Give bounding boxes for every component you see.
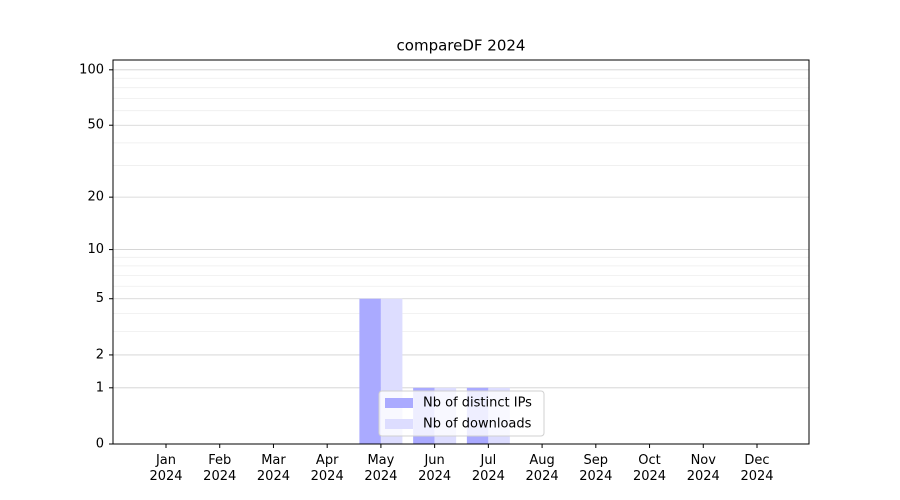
x-tick-label: Sep 2024 bbox=[579, 453, 613, 484]
chart-title: compareDF 2024 bbox=[397, 37, 526, 55]
x-tick-label: May 2024 bbox=[364, 453, 398, 484]
legend-swatch bbox=[385, 398, 413, 408]
x-tick-label: Aug 2024 bbox=[525, 453, 559, 484]
x-tick-label: Jul 2024 bbox=[471, 453, 505, 484]
y-tick-label: 0 bbox=[96, 437, 104, 452]
y-tick-label: 5 bbox=[96, 291, 104, 306]
x-tick-label: Oct 2024 bbox=[632, 453, 667, 484]
y-tick-label: 20 bbox=[87, 190, 104, 205]
x-tick-label: Nov 2024 bbox=[686, 453, 720, 484]
x-tick-label: Feb 2024 bbox=[203, 453, 237, 484]
legend-swatch bbox=[385, 419, 413, 429]
x-tick-label: Dec 2024 bbox=[740, 453, 774, 484]
y-tick-label: 50 bbox=[87, 118, 104, 133]
x-tick-label: Apr 2024 bbox=[310, 453, 344, 484]
y-tick-label: 2 bbox=[96, 347, 104, 362]
legend-label: Nb of distinct IPs bbox=[423, 396, 532, 411]
legend-label: Nb of downloads bbox=[423, 417, 532, 432]
legend-box bbox=[378, 390, 545, 437]
x-tick-label: Mar 2024 bbox=[256, 453, 290, 484]
plot-frame bbox=[112, 59, 810, 445]
y-tick-label: 10 bbox=[87, 242, 104, 257]
y-tick-label: 100 bbox=[79, 62, 104, 77]
x-tick-label: Jun 2024 bbox=[418, 453, 452, 484]
y-tick-label: 1 bbox=[96, 380, 104, 395]
x-tick-label: Jan 2024 bbox=[149, 453, 183, 484]
bar bbox=[359, 298, 381, 444]
